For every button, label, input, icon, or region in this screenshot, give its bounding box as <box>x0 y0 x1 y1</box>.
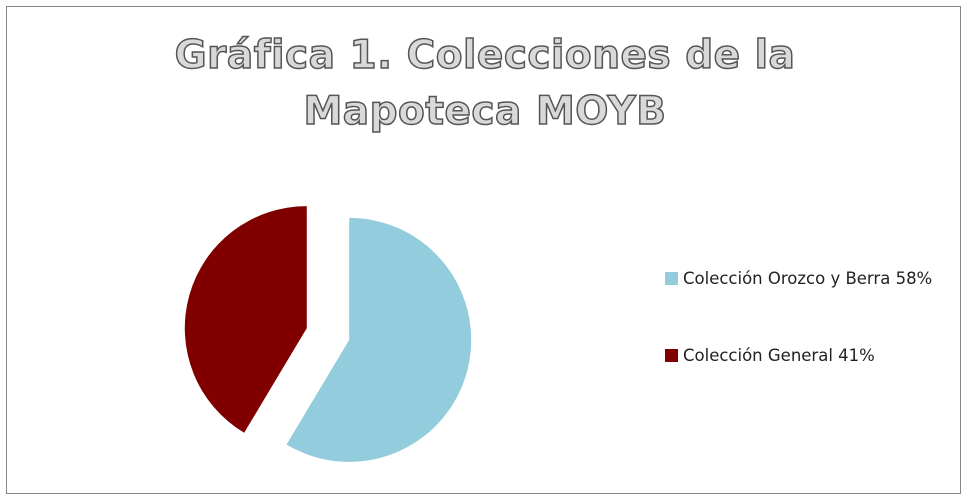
chart-title: Gráfica 1. Colecciones de la Mapoteca MO… <box>174 32 796 135</box>
legend-label: Colección General 41% <box>683 346 875 365</box>
legend-item: Colección Orozco y Berra 58% <box>665 266 965 291</box>
legend-swatch <box>665 349 678 362</box>
pie-slice <box>184 206 307 433</box>
pie-slice <box>286 217 472 462</box>
chart-frame <box>6 6 961 494</box>
legend-label: Colección Orozco y Berra 58% <box>683 269 933 288</box>
legend-item: Colección General 41% <box>665 343 965 368</box>
legend-swatch <box>665 272 678 285</box>
